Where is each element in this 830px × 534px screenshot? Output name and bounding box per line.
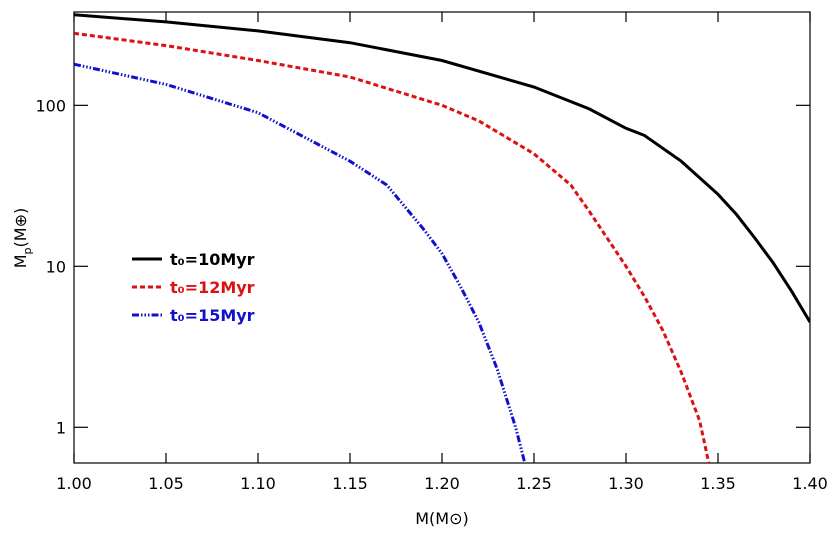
series-line xyxy=(74,62,527,463)
y-tick-label: 10 xyxy=(46,257,66,276)
x-tick-label: 1.35 xyxy=(700,474,736,493)
x-tick-label: 1.15 xyxy=(332,474,368,493)
legend-label: t₀=12Myr xyxy=(170,278,255,297)
x-tick-label: 1.40 xyxy=(792,474,828,493)
legend-label: t₀=15Myr xyxy=(170,306,255,325)
plot-frame xyxy=(73,11,811,464)
y-tick-label: 1 xyxy=(56,418,66,437)
x-tick-label: 1.05 xyxy=(148,474,184,493)
y-axis-label: Mp(M⊕) xyxy=(11,208,34,269)
x-tick-label: 1.30 xyxy=(608,474,644,493)
y-label-sub: p xyxy=(21,247,34,254)
x-tick-label: 1.25 xyxy=(516,474,552,493)
x-tick-label: 1.00 xyxy=(56,474,92,493)
legend-label: t₀=10Myr xyxy=(170,250,255,269)
x-tick-label: 1.20 xyxy=(424,474,460,493)
y-label-unit: (M⊕) xyxy=(11,208,30,248)
x-axis-label: M(M⊙) xyxy=(415,509,469,528)
y-label-main: M xyxy=(11,254,30,268)
series-line xyxy=(74,13,810,323)
series-line xyxy=(74,31,711,463)
y-tick-label: 100 xyxy=(35,96,66,115)
x-tick-label: 1.10 xyxy=(240,474,276,493)
